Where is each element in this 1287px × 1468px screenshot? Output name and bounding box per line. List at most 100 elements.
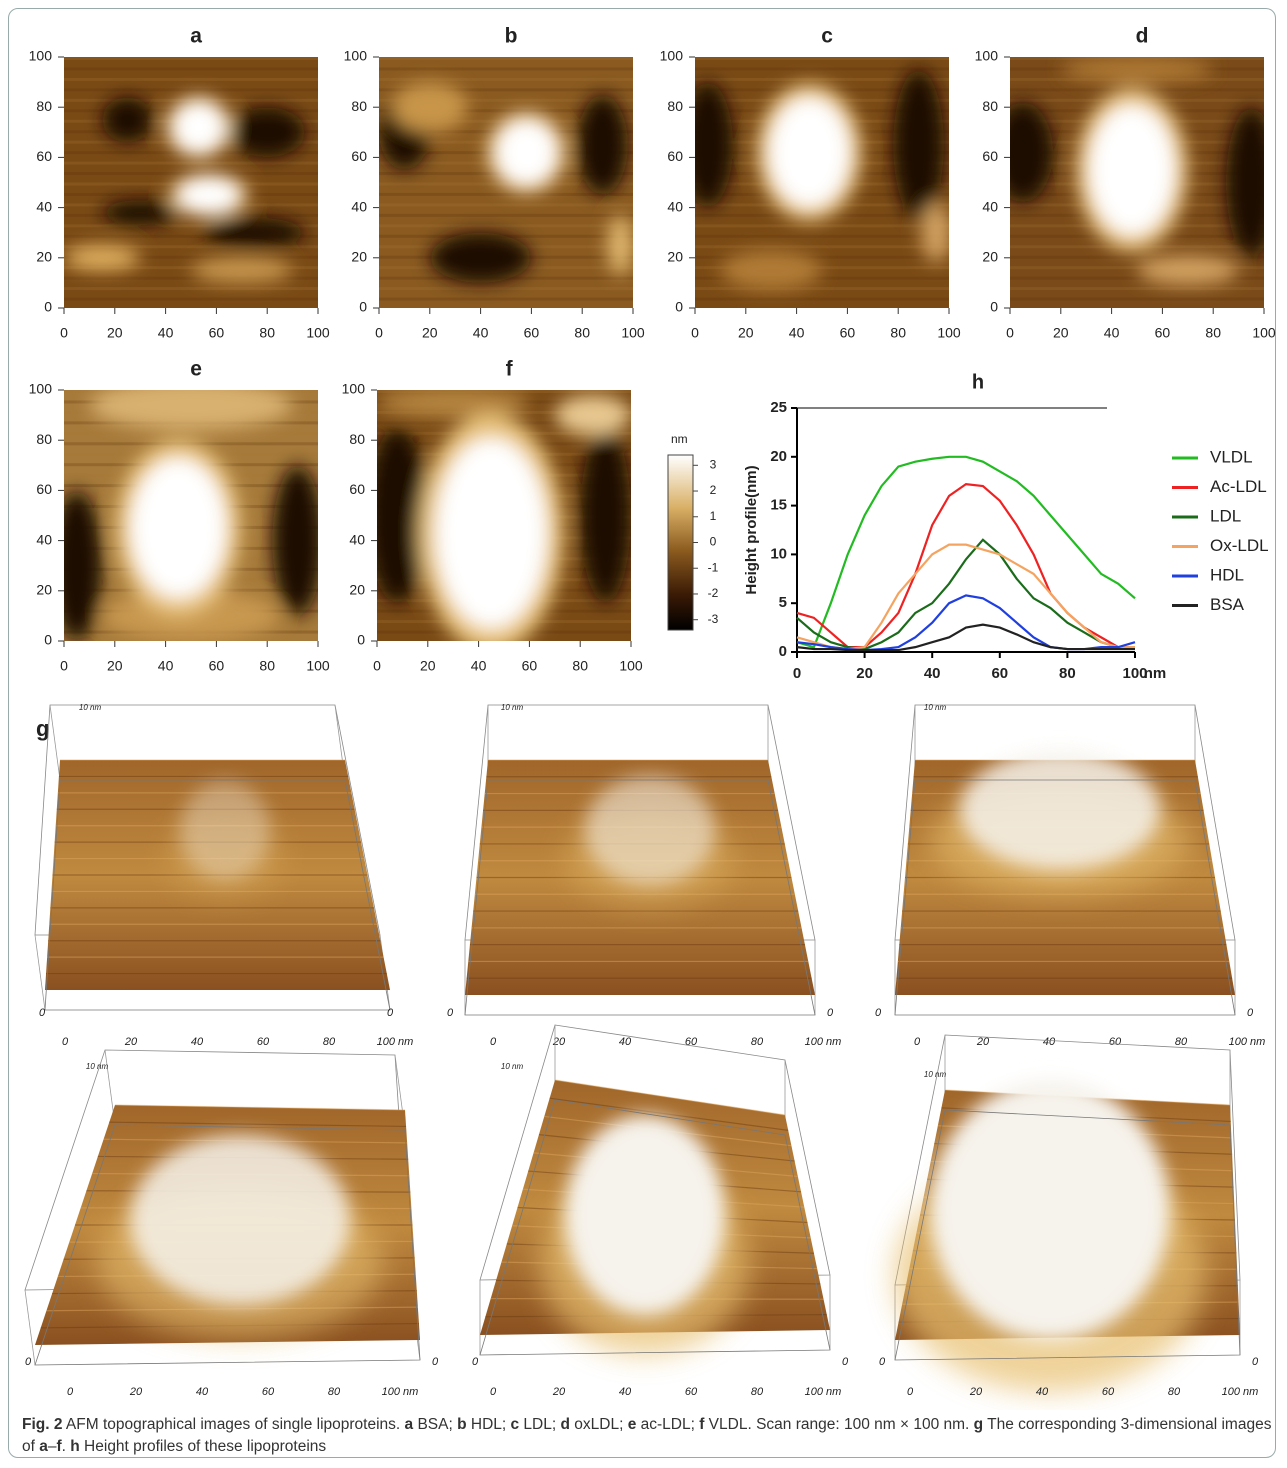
light-region xyxy=(89,390,293,431)
x-tick-label: 100 xyxy=(621,325,645,341)
heatmap-panel xyxy=(379,57,633,308)
x-tick-label: 100 xyxy=(1122,665,1147,682)
y-tick-label: 100 xyxy=(344,48,368,64)
x-tick-label: 0 xyxy=(375,325,383,341)
x-tick-label: 0 xyxy=(907,1386,914,1398)
x-tick-label: 20 xyxy=(856,665,873,682)
y-tick-label: 15 xyxy=(770,497,787,514)
heatmap-panel xyxy=(64,57,318,308)
y-tick-label: 40 xyxy=(982,198,998,214)
particle xyxy=(1088,104,1176,236)
scan-streak xyxy=(379,98,633,102)
z-axis-label: 10 nm xyxy=(79,703,102,712)
x-tick-label: 80 xyxy=(1168,1386,1181,1398)
depth-tick-label: 0 xyxy=(447,1007,454,1019)
y-tick-label: 100 xyxy=(29,381,53,397)
y-tick-label: 100 xyxy=(342,381,366,397)
x-tick-label: 80 xyxy=(574,325,590,341)
x-tick-label: 100 xyxy=(306,325,330,341)
series-line xyxy=(796,623,1135,652)
x-tick-label: 40 xyxy=(1043,1036,1056,1048)
y-tick-label: 40 xyxy=(667,198,683,214)
wire-box-bottom xyxy=(894,779,1236,1016)
depth-tick-label: 0 xyxy=(875,1007,882,1019)
x-tick-label: 80 xyxy=(751,1386,764,1398)
y-tick-label: 0 xyxy=(990,299,998,315)
scan-streak xyxy=(64,234,318,238)
x-tick-label: 80 xyxy=(259,658,275,674)
caption-run: e xyxy=(627,1416,637,1433)
scan-streak xyxy=(695,77,949,81)
particle xyxy=(495,119,557,186)
series-line xyxy=(796,594,1136,652)
dark-region xyxy=(695,82,734,208)
panel-label: a xyxy=(190,25,202,48)
x-tick-label: 100 nm xyxy=(805,1036,842,1048)
x-tick-label: 20 xyxy=(420,658,436,674)
x-tick-label: 80 xyxy=(1205,325,1221,341)
scan-streak xyxy=(64,297,318,301)
z-axis-label: 10 nm xyxy=(501,703,524,712)
colorbar-tick-label: -3 xyxy=(708,612,719,626)
y-tick-label: 60 xyxy=(36,148,52,164)
wire-box-bottom xyxy=(34,1124,421,1366)
particle xyxy=(930,1080,1170,1340)
x-tick-label: 100 nm xyxy=(382,1386,419,1398)
particle xyxy=(585,775,715,885)
scan-streak xyxy=(64,161,318,165)
z-axis-label: 10 nm xyxy=(924,703,947,712)
x-tick-label: 0 xyxy=(60,325,68,341)
depth-tick-label: 0 xyxy=(827,1007,834,1019)
y-tick-label: 20 xyxy=(36,249,52,265)
x-tick-label: 0 xyxy=(914,1036,921,1048)
x-tick-label: 20 xyxy=(107,325,123,341)
legend-label: Ox-LDL xyxy=(1210,536,1269,555)
y-tick-label: 80 xyxy=(351,98,367,114)
particle xyxy=(180,780,270,880)
y-tick-label: 0 xyxy=(675,299,683,315)
wire-box-bottom xyxy=(479,1099,831,1356)
caption-run: f xyxy=(56,1438,62,1455)
z-axis-label: 10 nm xyxy=(924,1070,947,1079)
wire-box-bottom xyxy=(894,1109,1241,1361)
depth-tick-label: 0 xyxy=(879,1356,886,1368)
heatmap-features xyxy=(64,95,306,283)
x-tick-label: 100 xyxy=(306,658,330,674)
scan-streak xyxy=(695,287,949,291)
x-tick-label: 20 xyxy=(124,1036,138,1048)
scan-streak xyxy=(379,77,633,81)
scan-streak xyxy=(379,224,633,228)
surface-ridge xyxy=(109,1121,407,1128)
x-tick-label: 80 xyxy=(890,325,906,341)
light-region xyxy=(191,257,293,283)
y-tick-label: 20 xyxy=(770,448,787,465)
heatmap-panel xyxy=(377,390,631,641)
x-tick-label: 0 xyxy=(490,1036,497,1048)
chart-title: h xyxy=(972,371,984,393)
x-tick-label: 40 xyxy=(473,325,489,341)
y-tick-label: 80 xyxy=(36,98,52,114)
legend-label: VLDL xyxy=(1210,447,1253,466)
dark-region xyxy=(64,490,103,641)
legend-label: Ac-LDL xyxy=(1210,477,1267,496)
x-tick-label: 60 xyxy=(1102,1386,1115,1398)
scan-streak xyxy=(695,234,949,238)
scan-streak xyxy=(1010,276,1264,280)
scan-streak xyxy=(379,57,633,60)
caption-run: – xyxy=(47,1438,57,1455)
x-tick-label: 60 xyxy=(840,325,856,341)
wire-box-edge xyxy=(24,1289,36,1366)
caption-run: ac-LDL; xyxy=(636,1416,700,1433)
y-tick-label: 40 xyxy=(36,531,52,547)
x-tick-label: 60 xyxy=(522,658,538,674)
depth-tick-label: 0 xyxy=(25,1356,32,1368)
panel-label: b xyxy=(505,25,518,48)
particle xyxy=(173,102,225,153)
x-tick-label: 20 xyxy=(129,1386,143,1398)
y-axis-label: Height profile(nm) xyxy=(743,465,760,594)
x-tick-label: 40 xyxy=(619,1386,632,1398)
scan-streak xyxy=(64,287,318,291)
x-tick-label: 80 xyxy=(751,1036,764,1048)
y-tick-label: 80 xyxy=(667,98,683,114)
heatmap-features xyxy=(695,69,949,291)
